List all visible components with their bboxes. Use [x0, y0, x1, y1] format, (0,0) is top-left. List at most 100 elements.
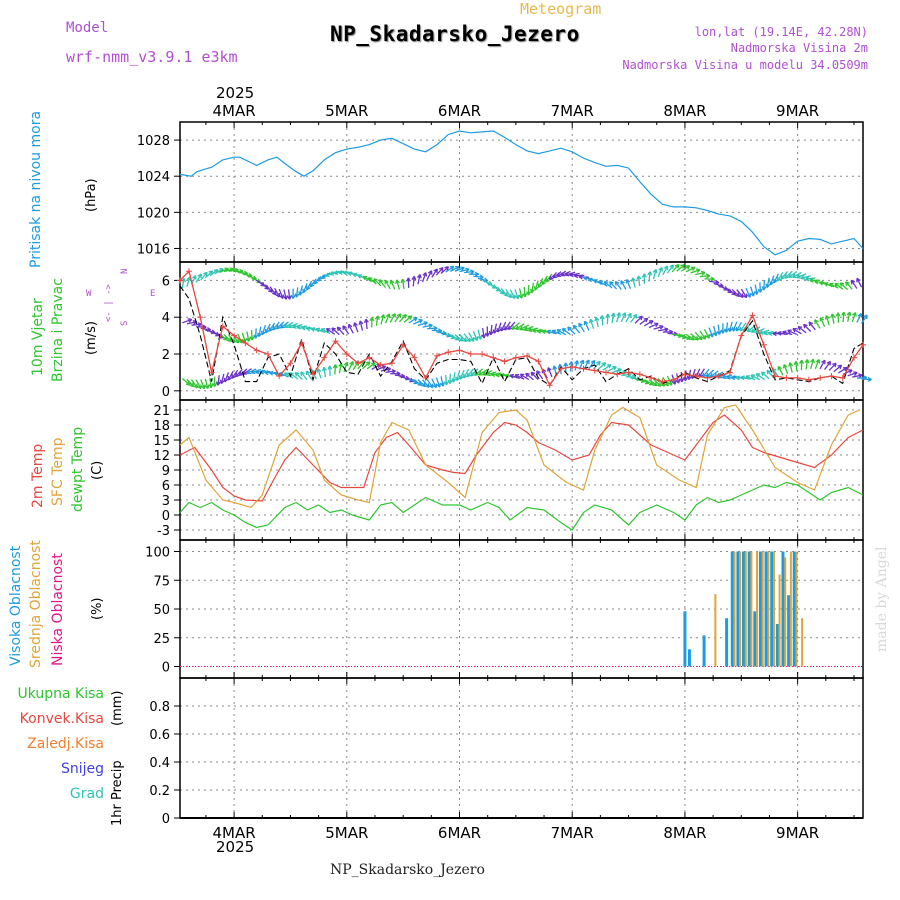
wind-arrow: [376, 365, 386, 371]
wind-arrow: [254, 328, 257, 339]
wind-arrow-head: [310, 328, 315, 332]
wind-arrow: [264, 284, 273, 293]
wind-arrow: [755, 327, 765, 334]
wind-arrow: [272, 321, 280, 331]
wind-arrow: [246, 368, 257, 374]
wind-arrow-head: [605, 313, 609, 318]
wind-arrow: [565, 271, 576, 276]
wind-arrow: [601, 315, 604, 326]
wind-arrow-head: [760, 371, 764, 377]
wind-arrow-head: [715, 279, 720, 284]
wind-arrow: [463, 333, 471, 343]
wind-arrow: [454, 334, 464, 342]
wind-arrow-head: [302, 289, 307, 294]
wind-arrow: [445, 374, 448, 386]
wind-arrow: [800, 275, 811, 279]
wind-arrow-head: [853, 371, 858, 374]
wind-arrow: [440, 266, 449, 274]
wind-arrow-head: [617, 367, 622, 370]
wind-speed-line: [179, 269, 864, 387]
wind-arrow: [621, 373, 632, 377]
wind-arrow: [380, 314, 385, 325]
wind-arrow-head: [367, 277, 371, 282]
wind-arrow: [357, 360, 365, 370]
wind-arrow-head: [536, 330, 542, 334]
wind-arrow: [385, 370, 396, 373]
wind-arrow: [552, 271, 562, 279]
wind-arrow-head: [305, 327, 310, 332]
wind-arrow: [690, 269, 701, 274]
wind-arrow-head: [231, 375, 236, 379]
y-tick-label: 0: [162, 661, 170, 676]
wind-arrow-head: [531, 289, 535, 294]
wind-arrow-head: [467, 374, 472, 378]
wind-arrow-head: [380, 314, 385, 319]
wind-arrow-head: [814, 280, 819, 285]
mid-cloud-bar: [789, 551, 792, 667]
wind-arrow: [292, 324, 303, 328]
wind-arrow: [572, 324, 581, 334]
wind-arrow: [598, 280, 608, 287]
wind-arrow-head: [229, 337, 232, 342]
wind-arrow-head: [349, 361, 354, 365]
wind-arrow: [607, 366, 617, 372]
wind-arrow-head: [493, 329, 498, 334]
high-cloud-bar: [764, 551, 768, 667]
wind-arrow-head: [320, 328, 325, 333]
wind-arrow-head: [280, 326, 285, 329]
high-cloud-bar: [792, 551, 796, 667]
wind-arrow-head: [739, 328, 745, 332]
wind-arrow: [763, 280, 766, 291]
wind-arrow-head: [695, 268, 701, 271]
wind-arrow-head: [500, 328, 505, 332]
wind-arrow-head: [681, 378, 685, 383]
y-tick-label: 0.8: [149, 700, 170, 715]
wind-arrow: [780, 271, 789, 280]
wind-arrow: [523, 286, 526, 297]
wind-arrow-head: [217, 381, 221, 386]
wind-arrow: [181, 278, 185, 289]
wind-arrow: [713, 282, 724, 287]
wind-arrow: [459, 369, 465, 380]
wind-arrow: [620, 280, 627, 290]
wind-arrow-head: [815, 358, 820, 363]
wind-arrow: [246, 275, 257, 280]
wind-arrow: [237, 271, 248, 275]
wind-arrow-head: [567, 326, 570, 332]
wind-arrow-head: [536, 370, 538, 375]
wind-arrow-head: [265, 330, 270, 334]
wind-rose-w: W: [86, 289, 92, 299]
wind-arrow-head: [395, 279, 398, 284]
wind-arrow-head: [782, 331, 786, 336]
wind-arrow: [561, 328, 571, 336]
wind-arrow-head: [321, 367, 325, 372]
wind-arrow-head: [423, 321, 428, 324]
wind-arrow-head: [269, 372, 273, 376]
wind-arrow-head: [627, 312, 632, 316]
wind-arrow-head: [834, 283, 838, 288]
wind-arrow-head: [243, 270, 249, 274]
wind-arrow: [795, 361, 798, 372]
panel-frame: [179, 121, 864, 263]
bottom-date-label: 9MAR: [776, 824, 819, 842]
wind-arrow: [200, 379, 205, 390]
top-date-label: 9MAR: [776, 102, 819, 120]
wind-arrow-head: [654, 381, 658, 386]
wind-arrow: [666, 264, 674, 274]
wind-arrow-head: [664, 327, 669, 330]
wind-arrow: [305, 370, 313, 380]
wind-arrow: [269, 286, 277, 296]
wind-arrow-head: [491, 374, 496, 377]
wind-arrow: [561, 270, 571, 277]
wind-arrow-head: [821, 359, 826, 363]
wind-arrow: [759, 329, 770, 334]
wind-arrow: [602, 364, 612, 371]
wind-arrow: [750, 286, 755, 297]
wind-arrow: [477, 329, 482, 340]
y-tick-label: 6: [162, 479, 170, 494]
wind-arrow-head: [479, 274, 484, 278]
wind-arrow: [639, 317, 649, 325]
wind-arrow-head: [599, 315, 603, 320]
wind-arrow-head: [423, 382, 426, 387]
wind-arrow-head: [674, 263, 680, 267]
